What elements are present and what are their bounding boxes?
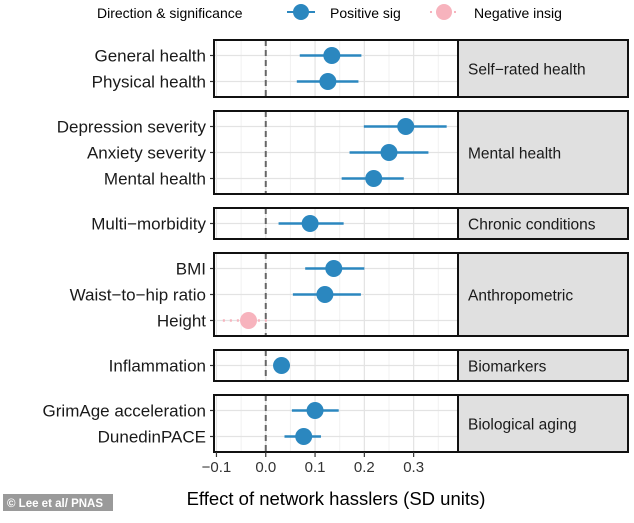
facet-strip-label: Mental health	[468, 146, 561, 163]
facet-strip-label: Biological aging	[468, 417, 577, 434]
y-tick-label: Height	[157, 312, 206, 331]
y-tick-label: Inflammation	[109, 357, 206, 376]
facet-strip	[457, 252, 629, 337]
facet-panel: GrimAge acceleration DunedinPACE Biologica…	[43, 394, 629, 453]
point-estimate	[397, 118, 415, 135]
y-tick-label: Anxiety severity	[87, 144, 207, 163]
y-tick-label: DunedinPACE	[98, 428, 206, 447]
y-tick-label: Mental health	[104, 170, 206, 189]
y-tick-label: Multi−morbidity	[91, 215, 206, 234]
y-tick-label: Physical health	[92, 73, 206, 92]
point-estimate	[301, 215, 319, 232]
x-tick-label: 0.0	[255, 459, 276, 476]
svg-text:© Lee et al/ PNAS: © Lee et al/ PNAS	[7, 498, 103, 510]
facet-strip-label: Self−rated health	[468, 62, 586, 79]
facet-strip	[457, 394, 629, 453]
legend-title: Direction & significance	[97, 5, 243, 21]
facet-strip-label: Anthropometric	[468, 288, 573, 305]
facet-strip	[457, 349, 629, 382]
facet-panels: General health Physical health Self−rated …	[43, 39, 629, 453]
y-tick-label: Depression severity	[57, 118, 207, 137]
facet-panel: Depression severity Anxiety severity Menta…	[57, 110, 629, 195]
y-tick-label: GrimAge acceleration	[43, 402, 206, 421]
legend-label-negative: Negative insig	[474, 5, 562, 21]
point-estimate	[380, 144, 398, 161]
y-tick-label: Waist−to−hip ratio	[70, 286, 206, 305]
point-estimate	[319, 73, 337, 90]
watermark: © Lee et al/ PNAS	[3, 494, 113, 511]
facet-strip	[457, 110, 629, 195]
facet-panel: BMI Waist−to−hip ratio Height Anthropometri…	[70, 252, 629, 337]
facet-strip-label: Biomarkers	[468, 359, 547, 376]
facet-panel: Inflammation Biomarkers	[109, 349, 629, 382]
facet-strip	[457, 39, 629, 98]
point-estimate	[365, 170, 383, 187]
point-estimate	[306, 402, 324, 419]
point-estimate	[273, 357, 291, 374]
x-tick-label: 0.3	[403, 459, 424, 476]
facet-panel: Multi−morbidity Chronic conditions	[91, 207, 629, 240]
legend-key-positive	[287, 4, 315, 20]
point-estimate	[323, 47, 341, 64]
legend-label-positive: Positive sig	[330, 5, 401, 21]
point-estimate	[325, 260, 343, 277]
facet-panel: General health Physical health Self−rated …	[92, 39, 629, 98]
facet-strip-label: Chronic conditions	[468, 217, 596, 234]
facet-strip	[457, 207, 629, 240]
x-tick-label: 0.2	[354, 459, 375, 476]
legend-key-negative	[430, 4, 458, 20]
x-tick-label: 0.1	[305, 459, 326, 476]
point-estimate	[295, 428, 313, 445]
point-estimate	[240, 312, 258, 329]
y-tick-label: General health	[94, 47, 206, 66]
point-estimate	[316, 286, 334, 303]
x-tick-label: −0.1	[202, 459, 232, 476]
x-axis: −0.1 0.0 0.1 0.2 0.3	[202, 452, 424, 476]
panel-background	[214, 395, 458, 452]
x-axis-label: Effect of network hasslers (SD units)	[187, 488, 486, 509]
y-tick-label: BMI	[176, 260, 206, 279]
legend: Direction & significance Positive sig Ne…	[97, 4, 562, 21]
